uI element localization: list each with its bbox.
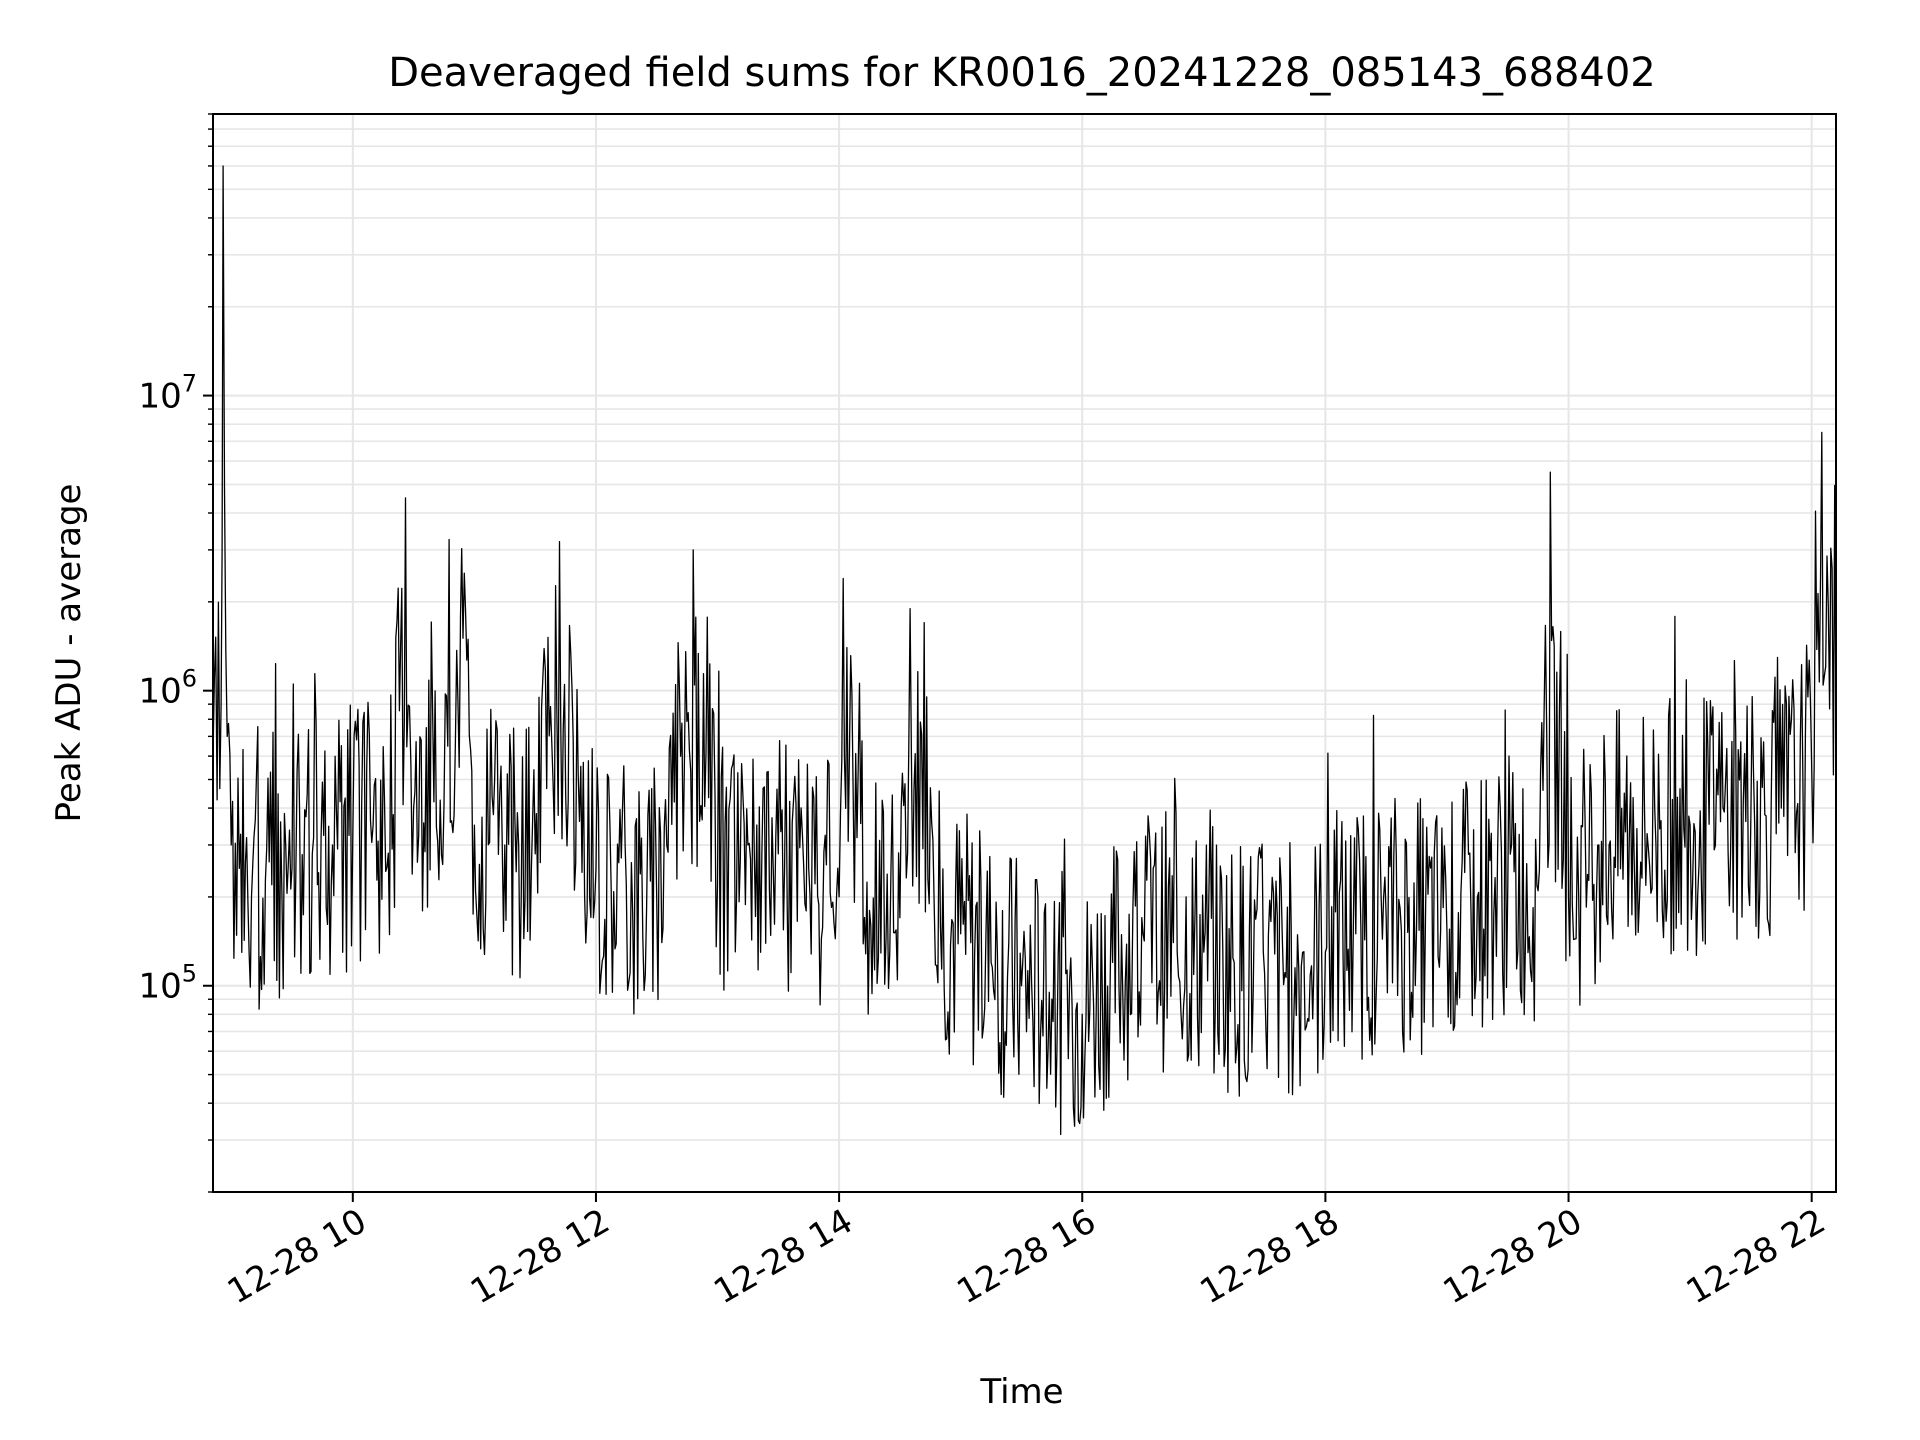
data-series bbox=[212, 165, 1837, 1136]
y-tick-label-exponent: 6 bbox=[182, 665, 197, 693]
y-tick-label-base: 10 bbox=[138, 967, 181, 1007]
y-tick-label-base: 10 bbox=[138, 672, 181, 712]
y-tick-label-exponent: 5 bbox=[182, 960, 197, 988]
x-axis-label: Time bbox=[979, 1372, 1063, 1412]
chart-title: Deaveraged field sums for KR0016_2024122… bbox=[388, 50, 1656, 96]
y-axis-label: Peak ADU - average bbox=[49, 484, 89, 823]
y-tick-label-base: 10 bbox=[138, 377, 181, 417]
plot-frame bbox=[212, 113, 1837, 1193]
y-tick-label: 105 bbox=[138, 960, 197, 1007]
y-tick-label: 107 bbox=[138, 370, 197, 417]
series-line bbox=[212, 165, 1837, 1136]
y-tick-label-exponent: 7 bbox=[182, 370, 197, 398]
y-tick-label: 106 bbox=[138, 665, 197, 712]
